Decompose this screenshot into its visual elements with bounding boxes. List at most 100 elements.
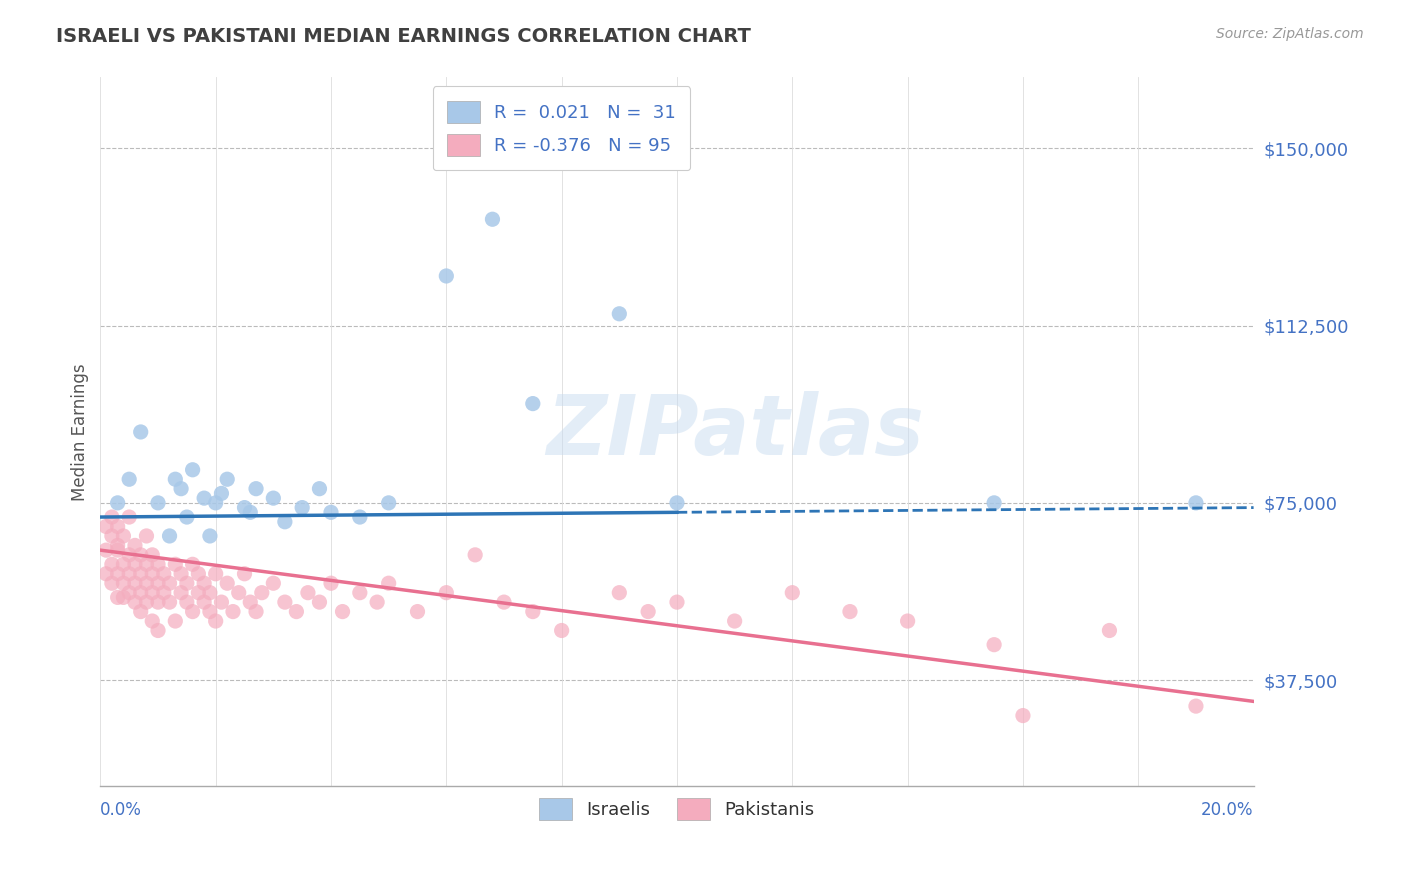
Point xyxy=(897,614,920,628)
Point xyxy=(141,566,163,581)
Point xyxy=(135,558,157,572)
Point xyxy=(209,595,232,609)
Point xyxy=(274,595,297,609)
Point xyxy=(492,595,515,609)
Point xyxy=(724,614,747,628)
Point xyxy=(406,605,429,619)
Point xyxy=(607,585,630,599)
Point xyxy=(181,558,204,572)
Point xyxy=(262,491,284,505)
Point xyxy=(377,576,399,591)
Point xyxy=(522,396,544,410)
Point xyxy=(159,529,181,543)
Point xyxy=(285,605,308,619)
Point xyxy=(308,595,330,609)
Point xyxy=(239,505,262,519)
Point xyxy=(129,548,152,562)
Point xyxy=(107,543,129,558)
Point xyxy=(319,576,342,591)
Point xyxy=(146,624,169,638)
Point xyxy=(101,576,124,591)
Point xyxy=(204,614,226,628)
Point xyxy=(129,585,152,599)
Point xyxy=(146,558,169,572)
Point xyxy=(1185,496,1208,510)
Point xyxy=(101,529,124,543)
Point xyxy=(124,576,146,591)
Point xyxy=(135,576,157,591)
Point xyxy=(152,585,174,599)
Point xyxy=(94,566,117,581)
Point xyxy=(129,425,152,439)
Point xyxy=(1098,624,1121,638)
Point xyxy=(135,595,157,609)
Point xyxy=(159,595,181,609)
Text: ZIPatlas: ZIPatlas xyxy=(546,392,924,473)
Point xyxy=(291,500,314,515)
Legend: Israelis, Pakistanis: Israelis, Pakistanis xyxy=(524,783,830,834)
Point xyxy=(193,576,215,591)
Point xyxy=(193,595,215,609)
Text: 0.0%: 0.0% xyxy=(100,801,142,819)
Point xyxy=(129,605,152,619)
Point xyxy=(222,605,245,619)
Point xyxy=(135,529,157,543)
Point xyxy=(107,591,129,605)
Point xyxy=(209,486,232,500)
Point xyxy=(434,268,457,283)
Point xyxy=(165,558,187,572)
Point xyxy=(170,566,193,581)
Point xyxy=(198,529,221,543)
Point xyxy=(107,538,129,552)
Point xyxy=(112,576,135,591)
Point xyxy=(187,585,209,599)
Point xyxy=(101,510,124,524)
Point xyxy=(146,576,169,591)
Point xyxy=(112,591,135,605)
Point xyxy=(228,585,250,599)
Point xyxy=(146,595,169,609)
Point xyxy=(1185,699,1208,714)
Point xyxy=(204,566,226,581)
Point xyxy=(124,538,146,552)
Point xyxy=(332,605,354,619)
Point xyxy=(366,595,388,609)
Point xyxy=(522,605,544,619)
Point xyxy=(217,576,239,591)
Point xyxy=(107,566,129,581)
Point xyxy=(165,472,187,486)
Point xyxy=(349,585,371,599)
Point xyxy=(637,605,659,619)
Point xyxy=(198,605,221,619)
Point xyxy=(181,605,204,619)
Point xyxy=(274,515,297,529)
Point xyxy=(665,595,688,609)
Point xyxy=(319,505,342,519)
Point xyxy=(181,463,204,477)
Point xyxy=(141,548,163,562)
Point xyxy=(665,496,688,510)
Point xyxy=(94,519,117,533)
Point xyxy=(159,576,181,591)
Point xyxy=(308,482,330,496)
Point xyxy=(464,548,486,562)
Point xyxy=(170,585,193,599)
Point xyxy=(434,585,457,599)
Point xyxy=(101,558,124,572)
Point xyxy=(204,496,226,510)
Point xyxy=(170,482,193,496)
Point xyxy=(262,576,284,591)
Point xyxy=(782,585,804,599)
Point xyxy=(112,529,135,543)
Y-axis label: Median Earnings: Median Earnings xyxy=(72,363,89,500)
Point xyxy=(839,605,862,619)
Point xyxy=(176,595,198,609)
Point xyxy=(152,566,174,581)
Point xyxy=(129,566,152,581)
Text: Source: ZipAtlas.com: Source: ZipAtlas.com xyxy=(1216,27,1364,41)
Point xyxy=(187,566,209,581)
Point xyxy=(250,585,273,599)
Text: ISRAELI VS PAKISTANI MEDIAN EARNINGS CORRELATION CHART: ISRAELI VS PAKISTANI MEDIAN EARNINGS COR… xyxy=(56,27,751,45)
Point xyxy=(550,624,572,638)
Point xyxy=(118,585,141,599)
